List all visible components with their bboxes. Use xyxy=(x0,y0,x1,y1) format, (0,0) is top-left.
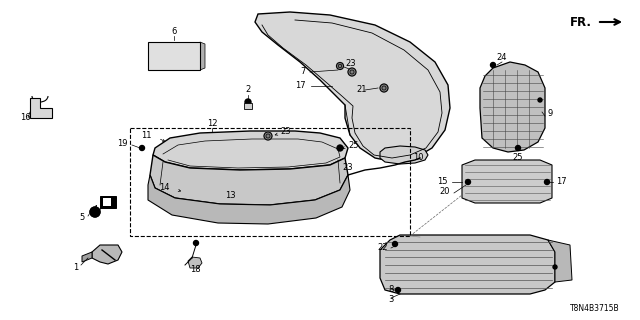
Circle shape xyxy=(545,180,550,185)
Polygon shape xyxy=(92,245,122,264)
Text: 6: 6 xyxy=(172,28,177,36)
Text: 5: 5 xyxy=(80,213,85,222)
Circle shape xyxy=(380,84,388,92)
Text: 24: 24 xyxy=(497,53,508,62)
Bar xyxy=(100,196,116,208)
Text: 14: 14 xyxy=(159,183,170,193)
Circle shape xyxy=(93,210,97,214)
Polygon shape xyxy=(380,235,555,294)
Polygon shape xyxy=(153,131,348,170)
Circle shape xyxy=(348,68,356,76)
Text: 7: 7 xyxy=(301,68,306,76)
Text: 17: 17 xyxy=(296,82,306,91)
Text: 22: 22 xyxy=(378,244,388,252)
Text: 20: 20 xyxy=(440,188,450,196)
Polygon shape xyxy=(82,252,92,262)
Polygon shape xyxy=(380,146,428,164)
Polygon shape xyxy=(548,240,572,282)
Text: 18: 18 xyxy=(189,266,200,275)
Polygon shape xyxy=(30,98,52,118)
Text: 3: 3 xyxy=(388,294,394,303)
Bar xyxy=(148,42,200,70)
Polygon shape xyxy=(148,175,350,224)
Text: 13: 13 xyxy=(225,190,236,199)
Text: 4: 4 xyxy=(93,205,98,214)
Bar xyxy=(244,103,252,109)
Text: 10: 10 xyxy=(413,154,423,163)
Text: 9: 9 xyxy=(548,109,553,118)
Text: 8: 8 xyxy=(388,285,394,294)
Text: 17: 17 xyxy=(556,178,566,187)
Bar xyxy=(103,198,111,206)
Circle shape xyxy=(490,62,495,68)
Circle shape xyxy=(245,99,251,105)
Text: 23: 23 xyxy=(280,127,291,137)
Text: 16: 16 xyxy=(20,114,31,123)
Text: 21: 21 xyxy=(356,85,367,94)
Circle shape xyxy=(538,98,542,102)
Circle shape xyxy=(396,287,401,292)
Text: 2: 2 xyxy=(245,85,251,94)
Circle shape xyxy=(465,180,470,185)
Circle shape xyxy=(90,207,100,217)
Polygon shape xyxy=(150,155,348,205)
Text: 15: 15 xyxy=(438,178,448,187)
Text: T8N4B3715B: T8N4B3715B xyxy=(570,304,620,313)
Text: 19: 19 xyxy=(118,139,128,148)
Circle shape xyxy=(553,265,557,269)
Text: FR.: FR. xyxy=(570,16,592,29)
Polygon shape xyxy=(480,62,545,152)
Circle shape xyxy=(193,241,198,245)
Text: 11: 11 xyxy=(141,132,152,140)
Text: 1: 1 xyxy=(73,263,78,273)
Text: 25: 25 xyxy=(348,140,358,149)
Circle shape xyxy=(337,62,344,69)
Circle shape xyxy=(337,145,343,151)
Circle shape xyxy=(392,242,397,246)
Circle shape xyxy=(264,132,272,140)
Circle shape xyxy=(140,146,145,150)
Bar xyxy=(130,128,410,236)
Text: 23: 23 xyxy=(345,60,356,68)
Circle shape xyxy=(515,146,520,150)
Polygon shape xyxy=(188,257,202,268)
Circle shape xyxy=(90,207,100,217)
Text: 23: 23 xyxy=(342,164,353,172)
Text: 25: 25 xyxy=(513,154,524,163)
Polygon shape xyxy=(462,160,552,203)
Polygon shape xyxy=(200,42,205,70)
Text: 12: 12 xyxy=(207,119,217,129)
Polygon shape xyxy=(255,12,450,162)
